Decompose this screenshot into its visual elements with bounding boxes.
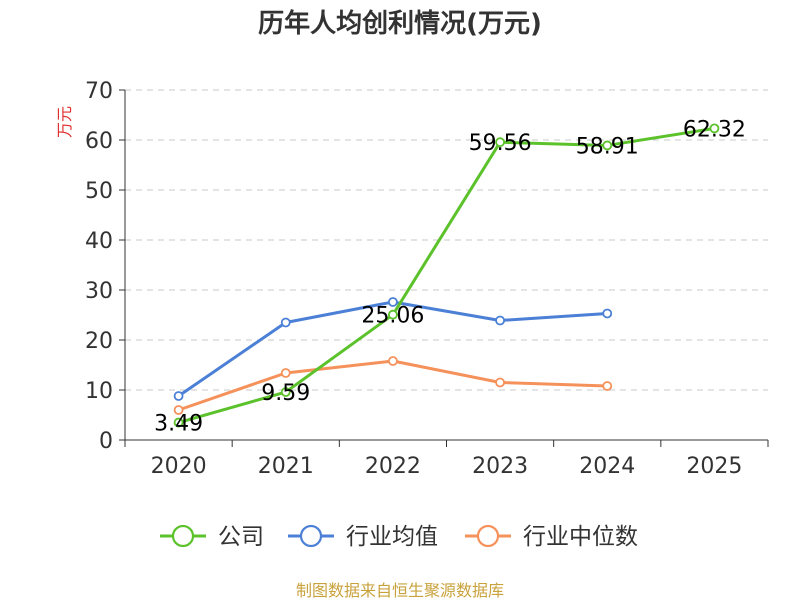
- data-point: [709, 123, 720, 134]
- x-tick-labels: 2020 2021 2022 2023 2024 2025: [151, 454, 743, 479]
- y-tick-label: 0: [99, 429, 113, 454]
- axes: [119, 89, 769, 447]
- data-point: [495, 315, 505, 326]
- x-tick-label: 2022: [365, 454, 421, 479]
- data-label: 58.91: [576, 134, 639, 159]
- data-point: [280, 368, 291, 378]
- data-source-note: 制图数据来自恒生聚源数据库: [296, 581, 504, 600]
- data-point: [495, 377, 505, 388]
- legend-item: 公司: [160, 524, 264, 550]
- y-tick-label: 70: [85, 79, 113, 104]
- legend-label: 行业中位数: [523, 524, 638, 550]
- x-tick-label: 2025: [686, 454, 742, 479]
- data-point: [388, 297, 398, 307]
- legend-marker: [171, 524, 195, 548]
- x-tick-label: 2020: [151, 454, 207, 479]
- legend-item: 行业均值: [288, 524, 438, 550]
- series-0: [173, 123, 720, 428]
- data-point: [602, 140, 613, 151]
- data-point: [388, 356, 398, 366]
- x-tick-label: 2023: [472, 454, 528, 479]
- series-line: [178, 126, 715, 424]
- data-label: 3.49: [154, 412, 203, 437]
- y-tick-labels: 0 10 20 30 40 50 60 70: [85, 79, 113, 454]
- series-1: [173, 297, 613, 401]
- y-tick-label: 20: [85, 329, 113, 354]
- data-point: [495, 137, 505, 148]
- data-labels: 3.49 9.59 25.06 59.56 58.91 62.32: [154, 117, 746, 436]
- y-axis-unit: 万元: [55, 106, 74, 138]
- data-point: [280, 387, 291, 397]
- data-label: 59.56: [469, 131, 532, 156]
- x-tick-label: 2021: [258, 454, 314, 479]
- y-tick-label: 50: [85, 179, 113, 204]
- legend-marker: [476, 524, 500, 548]
- data-point: [280, 317, 291, 328]
- data-label: 62.32: [683, 117, 746, 142]
- legend-item: 行业中位数: [465, 524, 638, 550]
- legend-marker: [299, 524, 323, 548]
- data-point: [173, 391, 184, 401]
- y-tick-label: 60: [85, 129, 113, 154]
- data-point: [602, 381, 613, 391]
- y-tick-label: 30: [85, 279, 113, 304]
- data-point: [173, 405, 184, 415]
- series-line: [178, 359, 608, 412]
- data-point: [173, 417, 184, 428]
- legend-label: 行业均值: [346, 524, 438, 550]
- data-point: [602, 308, 613, 319]
- legend: 公司 行业均值 行业中位数: [160, 524, 638, 550]
- data-point: [388, 309, 398, 320]
- chart-title: 历年人均创利情况(万元): [258, 8, 542, 39]
- data-label: 9.59: [261, 381, 310, 406]
- series-group: [173, 123, 720, 428]
- y-tick-label: 10: [85, 379, 113, 404]
- y-tick-label: 40: [85, 229, 113, 254]
- data-label: 25.06: [361, 304, 424, 329]
- series-2: [173, 356, 613, 415]
- grid-lines: [125, 89, 768, 391]
- x-tick-label: 2024: [579, 454, 635, 479]
- legend-label: 公司: [218, 524, 264, 550]
